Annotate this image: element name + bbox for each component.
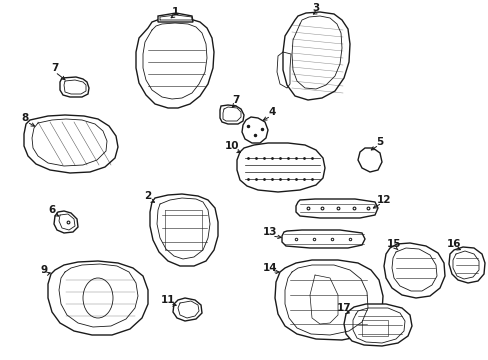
Text: 14: 14 xyxy=(262,263,277,273)
Text: 10: 10 xyxy=(224,141,239,151)
Polygon shape xyxy=(54,211,78,233)
Text: 17: 17 xyxy=(336,303,350,313)
Text: 7: 7 xyxy=(232,95,239,105)
Polygon shape xyxy=(173,298,202,321)
Text: 8: 8 xyxy=(21,113,29,123)
Text: 15: 15 xyxy=(386,239,401,249)
Polygon shape xyxy=(48,261,148,335)
Polygon shape xyxy=(220,105,244,124)
Text: 12: 12 xyxy=(376,195,390,205)
Polygon shape xyxy=(295,199,377,218)
Polygon shape xyxy=(383,243,444,298)
Text: 2: 2 xyxy=(144,191,151,201)
Polygon shape xyxy=(237,143,325,192)
Polygon shape xyxy=(274,260,382,340)
Text: 4: 4 xyxy=(268,107,275,117)
Polygon shape xyxy=(357,148,381,172)
Text: 16: 16 xyxy=(446,239,460,249)
Polygon shape xyxy=(283,12,349,100)
Polygon shape xyxy=(150,194,218,266)
Polygon shape xyxy=(282,230,364,248)
Text: 3: 3 xyxy=(312,3,319,13)
Text: 9: 9 xyxy=(41,265,47,275)
Polygon shape xyxy=(158,13,193,22)
Text: 5: 5 xyxy=(376,137,383,147)
Text: 13: 13 xyxy=(262,227,277,237)
Text: 7: 7 xyxy=(51,63,59,73)
Polygon shape xyxy=(60,77,89,97)
Polygon shape xyxy=(242,117,267,143)
Text: 11: 11 xyxy=(161,295,175,305)
Polygon shape xyxy=(448,247,484,283)
Text: 6: 6 xyxy=(48,205,56,215)
Polygon shape xyxy=(136,18,214,108)
Text: 1: 1 xyxy=(171,7,178,17)
Polygon shape xyxy=(343,304,411,346)
Polygon shape xyxy=(24,115,118,173)
